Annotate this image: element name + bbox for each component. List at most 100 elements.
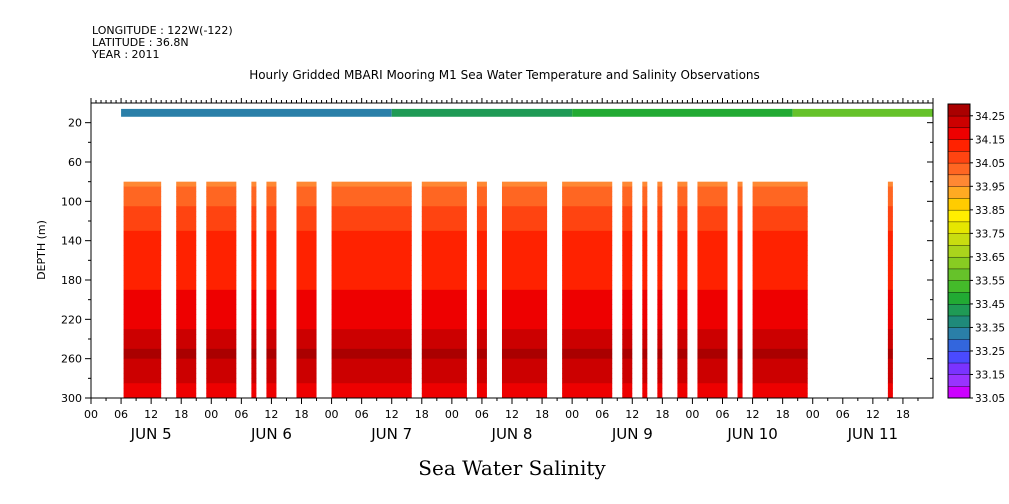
x-tick-label: 00 — [325, 408, 339, 421]
salinity-cell — [887, 275, 893, 281]
salinity-cell — [501, 225, 548, 232]
salinity-cell — [421, 388, 467, 394]
salinity-cell — [296, 373, 317, 379]
salinity-cell — [331, 245, 412, 251]
salinity-cell — [642, 334, 648, 340]
salinity-cell — [677, 339, 688, 345]
salinity-cell — [501, 309, 548, 315]
salinity-cell — [887, 265, 893, 271]
salinity-cell — [331, 191, 412, 197]
salinity-cell — [677, 324, 688, 330]
x-tick-label: 06 — [716, 408, 730, 421]
salinity-cell — [677, 358, 688, 364]
salinity-cell — [123, 289, 162, 296]
salinity-cell — [296, 343, 317, 350]
salinity-cell — [421, 378, 467, 384]
salinity-cell — [296, 221, 317, 227]
salinity-cell — [501, 191, 548, 197]
colorbar-swatch — [947, 233, 971, 246]
salinity-cell — [421, 299, 467, 305]
salinity-cell — [657, 363, 663, 369]
salinity-cell — [176, 225, 197, 232]
salinity-cell — [476, 201, 487, 207]
colorbar-label: 33.95 — [975, 181, 1005, 193]
axes: 00 06 12 18 00 06 12 18 00 06 12 18 00 06 12 18 00 06 12 18… — [61, 98, 934, 443]
salinity-cell — [887, 211, 893, 217]
salinity-cell — [251, 339, 257, 345]
salinity-cell — [266, 348, 277, 355]
salinity-cell — [737, 260, 743, 266]
salinity-cell — [501, 196, 548, 202]
salinity-cell — [562, 363, 613, 369]
salinity-cell — [737, 245, 743, 251]
salinity-cell — [476, 309, 487, 315]
salinity-cell — [657, 260, 663, 266]
salinity-cell — [176, 245, 197, 251]
salinity-cell — [251, 388, 257, 394]
salinity-cell — [622, 309, 633, 315]
salinity-cell — [622, 240, 633, 246]
colorbar-frame — [947, 103, 971, 399]
salinity-cell — [206, 186, 237, 192]
salinity-cell — [642, 319, 648, 325]
salinity-cell — [642, 388, 648, 394]
salinity-cell — [176, 216, 197, 222]
salinity-cell — [697, 265, 728, 271]
salinity-cell — [697, 270, 728, 276]
salinity-cell — [657, 240, 663, 246]
salinity-cell — [123, 314, 162, 320]
salinity-cell — [642, 358, 648, 364]
salinity-cell — [251, 206, 257, 212]
x-tick-label: 12 — [866, 408, 880, 421]
y-axis-label: DEPTH (m) — [35, 220, 48, 280]
salinity-cell — [752, 245, 808, 251]
salinity-cell — [266, 339, 277, 345]
salinity-cell — [266, 211, 277, 217]
salinity-cell — [887, 284, 893, 291]
salinity-cell — [752, 260, 808, 266]
salinity-cell — [296, 358, 317, 364]
salinity-cell — [697, 324, 728, 330]
salinity-cell — [622, 393, 633, 399]
salinity-cell — [737, 225, 743, 232]
salinity-cell — [752, 358, 808, 364]
salinity-cell — [642, 348, 648, 355]
salinity-cell — [476, 250, 487, 256]
salinity-cell — [752, 206, 808, 212]
salinity-cell — [501, 289, 548, 296]
salinity-cell — [476, 393, 487, 399]
salinity-cell — [657, 280, 663, 286]
colorbar-label: 33.45 — [975, 299, 1005, 311]
salinity-cell — [501, 378, 548, 384]
salinity-cell — [206, 373, 237, 379]
salinity-cell — [642, 353, 648, 360]
salinity-cell — [123, 211, 162, 217]
salinity-cell — [697, 368, 728, 374]
salinity-cell — [677, 225, 688, 232]
salinity-cell — [176, 270, 197, 276]
salinity-cell — [421, 324, 467, 330]
salinity-cell — [677, 299, 688, 305]
salinity-cell — [887, 191, 893, 197]
salinity-cell — [562, 378, 613, 384]
salinity-cell — [622, 255, 633, 261]
salinity-cell — [176, 196, 197, 202]
salinity-cell — [421, 309, 467, 315]
salinity-cell — [251, 358, 257, 364]
colorbar-swatch — [947, 386, 971, 399]
salinity-cell — [737, 265, 743, 271]
salinity-cell — [176, 260, 197, 266]
salinity-cell — [421, 230, 467, 237]
salinity-cell — [697, 284, 728, 291]
salinity-cell — [176, 255, 197, 261]
salinity-cell — [296, 324, 317, 330]
salinity-cell — [266, 275, 277, 281]
x-tick-label: 00 — [204, 408, 218, 421]
salinity-cell — [501, 383, 548, 389]
salinity-cell — [421, 211, 467, 217]
salinity-cell — [176, 265, 197, 271]
salinity-cell — [657, 339, 663, 345]
salinity-cell — [737, 388, 743, 394]
salinity-cell — [296, 334, 317, 340]
salinity-cell — [622, 353, 633, 360]
